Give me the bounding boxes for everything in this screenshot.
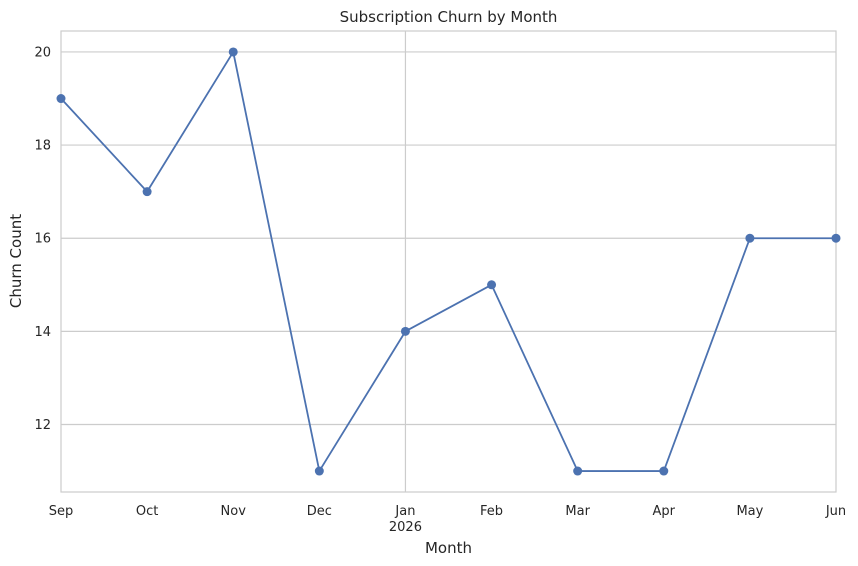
y-tick-labels: 12 14 16 18 20 <box>34 45 51 433</box>
y-tick-label: 20 <box>34 45 51 60</box>
x-tick-label: Nov <box>221 504 247 519</box>
data-point <box>831 233 841 243</box>
y-tick-label: 14 <box>34 325 51 340</box>
x-tick-label: Mar <box>565 504 590 519</box>
data-point <box>56 94 66 104</box>
data-point <box>573 466 583 476</box>
x-tick-label: May <box>736 504 763 519</box>
data-point <box>142 187 152 197</box>
x-tick-label: Jun <box>825 504 846 519</box>
chart-title: Subscription Churn by Month <box>340 8 558 26</box>
x-tick-label: Feb <box>480 504 503 519</box>
x-tick-labels: Sep Oct Nov Dec Jan Feb Mar Apr May Jun 2026 <box>49 504 846 535</box>
data-point <box>745 233 755 243</box>
x-tick-label: Oct <box>136 504 158 519</box>
x-axis-title: Month <box>425 539 472 557</box>
data-point <box>487 280 497 290</box>
x-tick-label: Apr <box>653 504 676 519</box>
data-point <box>400 326 410 336</box>
y-gridlines <box>61 51 836 426</box>
y-tick-label: 12 <box>34 418 51 433</box>
x-tick-label: Dec <box>307 504 332 519</box>
data-point <box>659 466 669 476</box>
data-point <box>228 47 238 57</box>
series-line <box>60 51 836 472</box>
y-axis-title: Churn Count <box>7 214 25 308</box>
series-layer <box>56 47 841 476</box>
x-year-label: 2026 <box>389 520 422 535</box>
x-tick-label: Jan <box>394 504 415 519</box>
data-point <box>314 466 324 476</box>
y-tick-label: 18 <box>34 139 51 154</box>
y-tick-label: 16 <box>34 232 51 247</box>
x-tick-label: Sep <box>49 504 74 519</box>
plot-frame <box>60 30 837 493</box>
